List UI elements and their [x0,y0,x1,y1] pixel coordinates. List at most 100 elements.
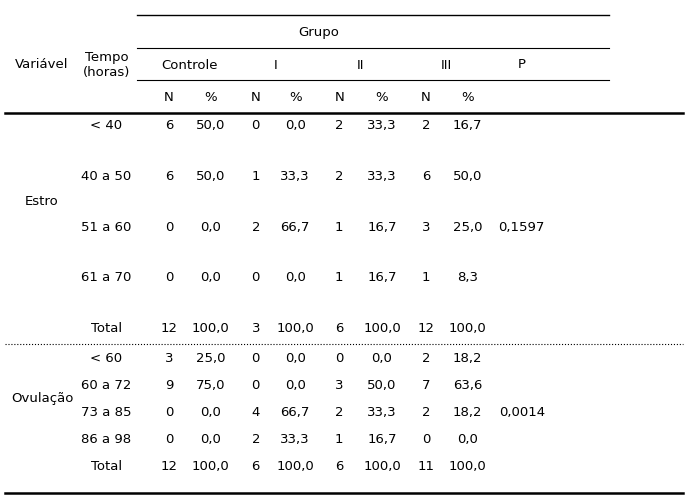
Text: 16,7: 16,7 [367,433,397,446]
Text: 0: 0 [165,221,173,234]
Text: N: N [251,90,261,104]
Text: 0,0: 0,0 [285,271,305,284]
Text: 6: 6 [252,460,260,473]
Text: 18,2: 18,2 [453,406,482,419]
Text: 50,0: 50,0 [196,170,225,183]
Text: 50,0: 50,0 [367,379,397,392]
Text: %: % [204,90,217,104]
Text: 0,0: 0,0 [200,271,221,284]
Text: 2: 2 [252,433,260,446]
Text: Controle: Controle [161,59,218,72]
Text: 73 a 85: 73 a 85 [81,406,132,419]
Text: Total: Total [91,322,122,335]
Text: N: N [334,90,344,104]
Text: 3: 3 [335,379,344,392]
Text: 25,0: 25,0 [196,352,225,365]
Text: 0,0: 0,0 [285,119,305,132]
Text: II: II [357,59,364,72]
Text: 1: 1 [335,271,344,284]
Text: 12: 12 [418,322,434,335]
Text: 0: 0 [422,433,430,446]
Text: 100,0: 100,0 [191,460,229,473]
Text: 2: 2 [422,119,430,132]
Text: 8,3: 8,3 [457,271,478,284]
Text: 40 a 50: 40 a 50 [82,170,132,183]
Text: 0: 0 [252,352,260,365]
Text: 66,7: 66,7 [281,406,310,419]
Text: < 60: < 60 [91,352,123,365]
Text: 0: 0 [252,119,260,132]
Text: 66,7: 66,7 [281,221,310,234]
Text: 1: 1 [422,271,430,284]
Text: Ovulação: Ovulação [11,393,73,406]
Text: 0: 0 [165,271,173,284]
Text: 1: 1 [335,221,344,234]
Text: 6: 6 [422,170,430,183]
Text: 0: 0 [165,433,173,446]
Text: 60 a 72: 60 a 72 [82,379,132,392]
Text: 2: 2 [252,221,260,234]
Text: 1: 1 [252,170,260,183]
Text: 33,3: 33,3 [367,170,397,183]
Text: 51 a 60: 51 a 60 [82,221,132,234]
Text: 0: 0 [165,406,173,419]
Text: 4: 4 [252,406,260,419]
Text: 2: 2 [422,406,430,419]
Text: 0,0: 0,0 [200,433,221,446]
Text: Variável: Variável [15,58,69,71]
Text: III: III [441,59,452,72]
Text: 16,7: 16,7 [453,119,482,132]
Text: %: % [461,90,474,104]
Text: 0,0: 0,0 [285,352,305,365]
Text: 1: 1 [335,433,344,446]
Text: 33,3: 33,3 [281,170,310,183]
Text: 33,3: 33,3 [281,433,310,446]
Text: 11: 11 [418,460,434,473]
Text: 9: 9 [165,379,173,392]
Text: 86 a 98: 86 a 98 [82,433,132,446]
Text: Grupo: Grupo [298,26,339,39]
Text: 61 a 70: 61 a 70 [82,271,132,284]
Text: 6: 6 [335,460,344,473]
Text: 100,0: 100,0 [363,460,401,473]
Text: 33,3: 33,3 [367,406,397,419]
Text: N: N [421,90,431,104]
Text: 3: 3 [422,221,430,234]
Text: 16,7: 16,7 [367,221,397,234]
Text: 100,0: 100,0 [276,322,314,335]
Text: 3: 3 [165,352,173,365]
Text: 6: 6 [165,170,173,183]
Text: 100,0: 100,0 [363,322,401,335]
Text: 18,2: 18,2 [453,352,482,365]
Text: %: % [289,90,301,104]
Text: 63,6: 63,6 [453,379,482,392]
Text: %: % [376,90,388,104]
Text: Total: Total [91,460,122,473]
Text: 0,0: 0,0 [285,379,305,392]
Text: 6: 6 [165,119,173,132]
Text: 0,0014: 0,0014 [499,406,545,419]
Text: 0,1597: 0,1597 [499,221,545,234]
Text: 100,0: 100,0 [449,322,486,335]
Text: 50,0: 50,0 [196,119,225,132]
Text: Estro: Estro [25,195,59,208]
Text: P: P [518,58,525,71]
Text: 0: 0 [335,352,344,365]
Text: 0,0: 0,0 [372,352,392,365]
Text: 6: 6 [335,322,344,335]
Text: 7: 7 [422,379,430,392]
Text: 3: 3 [252,322,260,335]
Text: 75,0: 75,0 [196,379,225,392]
Text: N: N [164,90,174,104]
Text: 0: 0 [252,379,260,392]
Text: 2: 2 [335,119,344,132]
Text: 100,0: 100,0 [191,322,229,335]
Text: 2: 2 [335,170,344,183]
Text: 2: 2 [422,352,430,365]
Text: 100,0: 100,0 [276,460,314,473]
Text: 12: 12 [161,322,178,335]
Text: Tempo
(horas): Tempo (horas) [83,51,130,79]
Text: 12: 12 [161,460,178,473]
Text: 2: 2 [335,406,344,419]
Text: 0,0: 0,0 [200,221,221,234]
